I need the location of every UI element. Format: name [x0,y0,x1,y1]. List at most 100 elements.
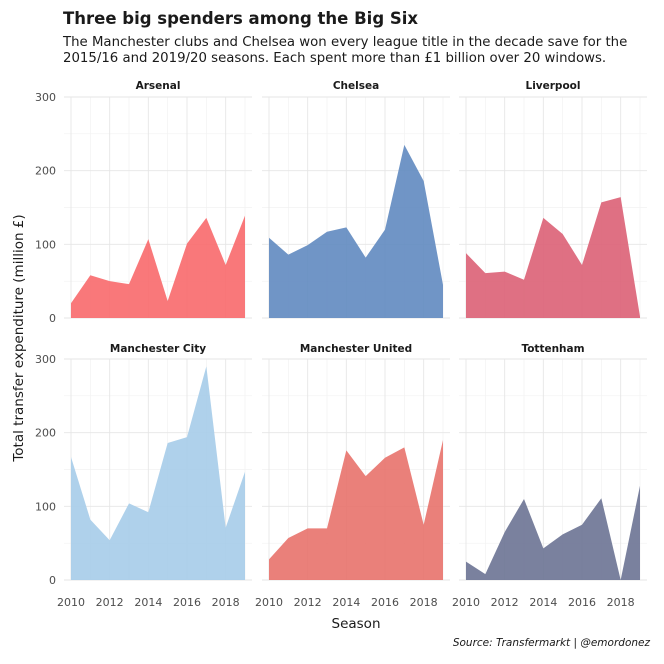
data-point-manchester-city-2012 [108,539,110,541]
y-tick-label: 300 [35,91,56,104]
data-point-tottenham-2013 [523,498,525,500]
data-point-liverpool-2018 [619,196,621,198]
data-point-liverpool-2014 [542,217,544,219]
x-axis-title: Season [332,616,381,632]
y-tick-label: 100 [35,500,56,513]
data-point-chelsea-2010 [268,237,270,239]
x-tick-label: 2018 [607,596,635,609]
data-point-tottenham-2016 [581,524,583,526]
data-point-arsenal-2019 [244,214,246,216]
data-point-manchester-city-2014 [147,511,149,513]
x-tick-label: 2010 [255,596,283,609]
y-tick-label: 200 [35,427,56,440]
area-arsenal [71,215,245,318]
area-manchester-united [269,440,443,580]
data-point-tottenham-2011 [484,573,486,575]
data-point-tottenham-2015 [561,533,563,535]
y-axis-title: Total transfer expenditure (million £) [11,214,27,462]
data-point-manchester-united-2018 [422,524,424,526]
panel-title-arsenal: Arsenal [136,80,181,92]
source-caption: Source: Transfermarkt | @emordonez [453,637,651,649]
x-tick-label: 2014 [529,596,557,609]
data-point-tottenham-2018 [619,579,621,581]
x-tick-label: 2018 [410,596,438,609]
y-tick-label: 100 [35,238,56,251]
x-tick-label: 2012 [96,596,124,609]
x-tick-label: 2016 [173,596,201,609]
data-point-arsenal-2010 [70,302,72,304]
data-point-liverpool-2012 [503,270,505,272]
data-point-liverpool-2011 [484,272,486,274]
area-tottenham [466,485,640,580]
panel-liverpool: Liverpool [459,80,647,319]
panel-tottenham: Tottenham 2010 2012 2014 2016 2018 [452,343,647,609]
data-point-arsenal-2016 [186,242,188,244]
data-point-chelsea-2018 [422,180,424,182]
data-point-manchester-city-2017 [205,365,207,367]
panel-title-manchester-city: Manchester City [110,343,206,355]
x-tick-label: 2018 [212,596,240,609]
area-liverpool [466,197,640,318]
x-tick-label: 2014 [332,596,360,609]
data-point-arsenal-2011 [89,274,91,276]
data-point-manchester-city-2019 [244,471,246,473]
panel-title-tottenham: Tottenham [521,343,584,355]
data-point-manchester-united-2017 [403,446,405,448]
data-point-tottenham-2017 [600,497,602,499]
data-point-manchester-united-2019 [442,439,444,441]
chart-title: Three big spenders among the Big Six [63,9,419,28]
y-tick-label: 200 [35,165,56,178]
data-point-tottenham-2014 [542,547,544,549]
data-point-arsenal-2012 [108,280,110,282]
data-point-tottenham-2010 [465,560,467,562]
y-tick-label: 0 [49,312,56,325]
x-tick-label: 2012 [294,596,322,609]
data-point-manchester-united-2015 [364,475,366,477]
data-point-liverpool-2019 [639,315,641,317]
data-point-tottenham-2019 [639,485,641,487]
data-point-chelsea-2011 [287,253,289,255]
x-tick-label: 2012 [491,596,519,609]
chart-subtitle: The Manchester clubs and Chelsea won eve… [63,35,628,66]
data-point-manchester-city-2016 [186,436,188,438]
x-tick-label: 2016 [568,596,596,609]
data-point-manchester-city-2018 [224,526,226,528]
panel-manchester-city: Manchester City 0 100 200 300 2010 2012 2014 201… [35,343,252,609]
x-tick-label: 2010 [57,596,85,609]
panel-title-chelsea: Chelsea [333,80,379,92]
data-point-arsenal-2013 [128,283,130,285]
data-point-tottenham-2012 [503,531,505,533]
data-point-arsenal-2017 [205,217,207,219]
data-point-liverpool-2013 [523,278,525,280]
data-point-manchester-city-2015 [166,442,168,444]
x-tick-label: 2014 [134,596,162,609]
data-point-manchester-united-2010 [268,558,270,560]
data-point-manchester-united-2016 [384,457,386,459]
panel-title-manchester-united: Manchester United [300,343,412,355]
panel-arsenal: Arsenal 0 100 200 300 [35,80,252,325]
data-point-liverpool-2015 [561,233,563,235]
data-point-chelsea-2012 [306,244,308,246]
data-point-manchester-city-2010 [70,456,72,458]
data-point-chelsea-2017 [403,144,405,146]
data-point-manchester-city-2013 [128,502,130,504]
data-point-chelsea-2013 [326,231,328,233]
data-point-liverpool-2016 [581,264,583,266]
data-point-chelsea-2015 [364,256,366,258]
panel-title-liverpool: Liverpool [526,80,581,92]
x-tick-label: 2016 [371,596,399,609]
chart-panels: Arsenal 0 100 200 300 Chelsea Liverpool Manches… [35,80,647,609]
data-point-chelsea-2016 [384,228,386,230]
y-tick-label: 300 [35,353,56,366]
data-point-manchester-united-2014 [345,449,347,451]
x-tick-label: 2010 [452,596,480,609]
area-manchester-city [71,366,245,580]
data-point-manchester-united-2013 [326,527,328,529]
data-point-arsenal-2015 [166,300,168,302]
data-point-arsenal-2018 [224,264,226,266]
panel-manchester-united: Manchester United 2010 2012 2014 2016 2018 [255,343,450,609]
data-point-chelsea-2019 [442,284,444,286]
data-point-arsenal-2014 [147,238,149,240]
data-point-chelsea-2014 [345,226,347,228]
